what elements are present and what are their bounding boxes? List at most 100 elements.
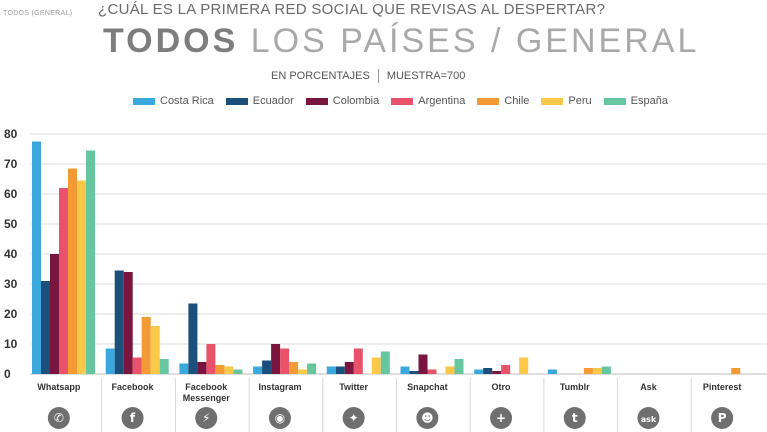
bar [326,366,336,374]
legend-item: Chile [477,95,529,107]
chart-legend: Costa Rica Ecuador Colombia Argentina Chile P… [133,95,680,107]
legend-swatch [305,97,328,105]
bar [335,366,345,374]
svg-text:✆: ✆ [54,411,64,425]
svg-text:f: f [130,411,136,425]
y-tick-label: 70 [4,157,18,171]
svg-text:P: P [718,411,727,425]
corner-label: TODOS (GENERAL) [3,10,73,17]
bar [41,281,50,374]
legend-label: Chile [504,95,530,107]
legend-label: Ecuador [252,95,294,107]
bar [280,348,290,374]
bar [159,359,169,374]
legend-label: Peru [568,95,592,107]
bar [197,362,207,374]
bar [50,254,59,374]
title-bold: TODOS [103,22,239,60]
instagram-icon: ◉ [268,407,291,429]
plus-icon: + [490,407,513,429]
bar [206,344,216,374]
legend-swatch [133,97,155,105]
title-light: LOS PAÍSES / GENERAL [250,22,700,60]
legend-item: España [603,95,668,107]
bar [418,354,428,374]
bar [731,368,741,374]
y-tick-label: 50 [4,217,18,231]
bar [224,366,234,374]
bar [253,366,263,374]
bar [454,359,464,374]
legend-label: Colombia [332,95,380,107]
x-tick-label: Snapchat [407,382,448,392]
bar [353,348,363,374]
x-tick-label: Whatsapp [37,382,81,392]
bar [601,366,611,374]
svg-text:◉: ◉ [275,411,285,425]
bar [123,272,133,374]
legend-label: Costa Rica [160,95,214,107]
bar [474,369,484,374]
bar [68,168,77,374]
bar [519,357,529,374]
y-tick-label: 20 [4,307,18,321]
bar [400,366,410,374]
legend-item: Ecuador [225,95,294,107]
bar [547,369,557,374]
bar [427,369,437,374]
bar [32,141,41,374]
bar [59,188,68,374]
legend-label: España [630,95,668,107]
legend-item: Argentina [391,95,465,107]
legend-swatch [603,97,626,105]
twitter-icon: ✦ [342,407,365,429]
bar [86,150,95,374]
bar [262,360,272,374]
svg-text:+: + [496,411,506,425]
chart-question: ¿CUÁL ES LA PRIMERA RED SOCIAL QUE REVIS… [98,1,606,18]
bar [298,369,308,374]
bar [132,357,142,374]
svg-text:ask: ask [641,415,657,424]
bar [583,368,593,374]
y-tick-label: 10 [4,337,18,351]
y-tick-label: 30 [4,277,18,291]
chart-title: TODOS LOS PAÍSES / GENERAL [103,22,699,61]
svg-text:☻: ☻ [421,411,434,425]
bar [188,303,198,374]
x-tick-label: Facebook [185,382,228,392]
bar [592,368,602,374]
facebook-icon: f [121,407,144,429]
legend-swatch [541,97,564,105]
bar [380,351,390,374]
legend-swatch [225,97,248,105]
bar [233,369,243,374]
bar [483,368,493,374]
x-tick-label: Messenger [183,393,231,403]
x-tick-label: Otro [492,382,512,392]
svg-text:⚡: ⚡ [202,411,210,425]
bar [307,363,317,374]
bar [141,317,151,374]
legend-item: Costa Rica [133,95,214,107]
x-tick-label: Facebook [112,382,155,392]
messenger-icon: ⚡ [195,407,218,429]
x-tick-label: Instagram [258,382,301,392]
bar [344,362,354,374]
legend-swatch [477,97,500,105]
bar [215,365,225,374]
sample-label: MUESTRA=700 [386,69,466,82]
y-tick-label: 40 [4,247,18,261]
chart-subtitle: EN PORCENTAJES MUESTRA=700 [271,69,465,83]
bar [179,363,189,374]
ask-icon: ask [637,407,660,429]
bar [371,357,381,374]
snapchat-icon: ☻ [416,407,439,429]
legend-item: Peru [541,95,592,107]
y-tick-label: 80 [4,127,18,141]
tumblr-icon: t [563,407,586,429]
y-tick-label: 60 [4,187,18,201]
x-tick-label: Ask [640,382,658,392]
pinterest-icon: P [711,407,734,429]
